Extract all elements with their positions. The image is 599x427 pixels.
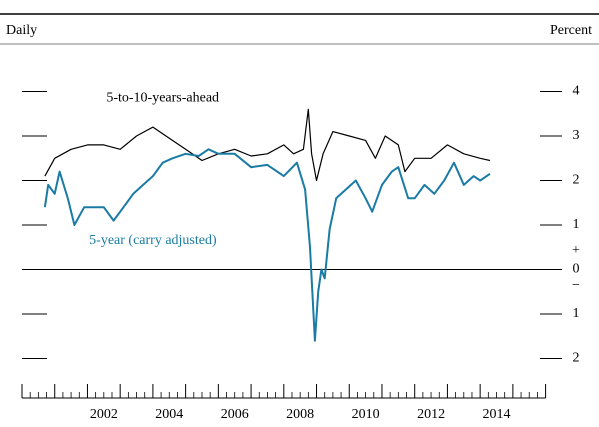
- zero-minus: −: [572, 278, 580, 293]
- left-label: Daily: [6, 23, 37, 38]
- right-label: Percent: [550, 23, 592, 38]
- y-tick-label: 0: [573, 262, 580, 277]
- series-line: [43, 148, 491, 342]
- y-tick-label: 4: [573, 84, 580, 99]
- x-tick-label: 2012: [417, 407, 445, 422]
- series-line: [44, 108, 491, 182]
- x-tick-label: 2010: [352, 407, 380, 422]
- series-label: 5-year (carry adjusted): [89, 233, 217, 248]
- x-tick-label: 2004: [155, 407, 183, 422]
- y-tick-label: 1: [573, 217, 580, 232]
- x-tick-label: 2002: [90, 407, 118, 422]
- y-tick-label: 1: [573, 306, 580, 321]
- y-tick-label: 3: [573, 128, 580, 143]
- y-tick-label: 2: [573, 173, 580, 188]
- y-tick-label: 2: [573, 351, 580, 366]
- series-label: 5-to-10-years-ahead: [106, 90, 219, 105]
- x-tick-label: 2014: [483, 407, 511, 422]
- x-tick-label: 2006: [221, 407, 249, 422]
- x-tick-label: 2008: [286, 407, 314, 422]
- zero-plus: +: [572, 243, 580, 258]
